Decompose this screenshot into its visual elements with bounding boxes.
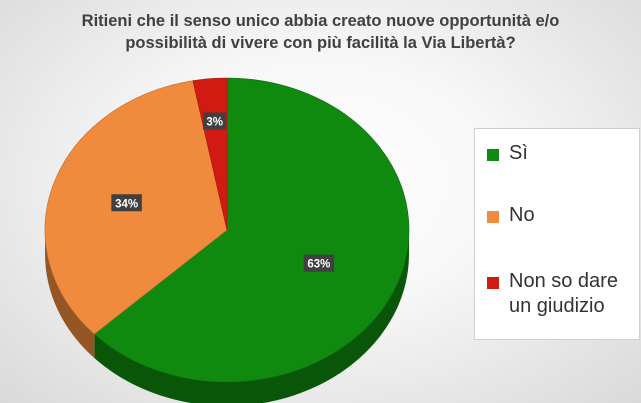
legend-swatch-si [487, 149, 499, 161]
chart-title-line-1: Ritieni che il senso unico abbia creato … [81, 12, 560, 30]
data-label-1: 34% [115, 198, 138, 210]
data-label-0: 63% [307, 259, 330, 271]
slice-0 [93, 77, 410, 383]
data-label-2: 3% [206, 117, 223, 129]
legend: Sì No Non so dare un giudizio [474, 128, 640, 340]
legend-swatch-non-so [487, 277, 499, 289]
chart-title: Ritieni che il senso unico abbia creato … [0, 10, 641, 54]
slice-side-1 [44, 230, 95, 359]
legend-label-no: No [509, 204, 535, 226]
legend-label-si: Sì [509, 142, 528, 164]
slice-side-0 [94, 230, 409, 403]
data-label-box-2 [203, 112, 227, 130]
data-label-box-1 [111, 194, 142, 212]
legend-label-non-so: Non so dare un giudizio [509, 270, 618, 317]
data-label-box-0 [303, 254, 335, 272]
legend-swatch-no [487, 211, 499, 223]
chart-title-line-2: possibilità di vivere con più facilità l… [125, 34, 516, 52]
